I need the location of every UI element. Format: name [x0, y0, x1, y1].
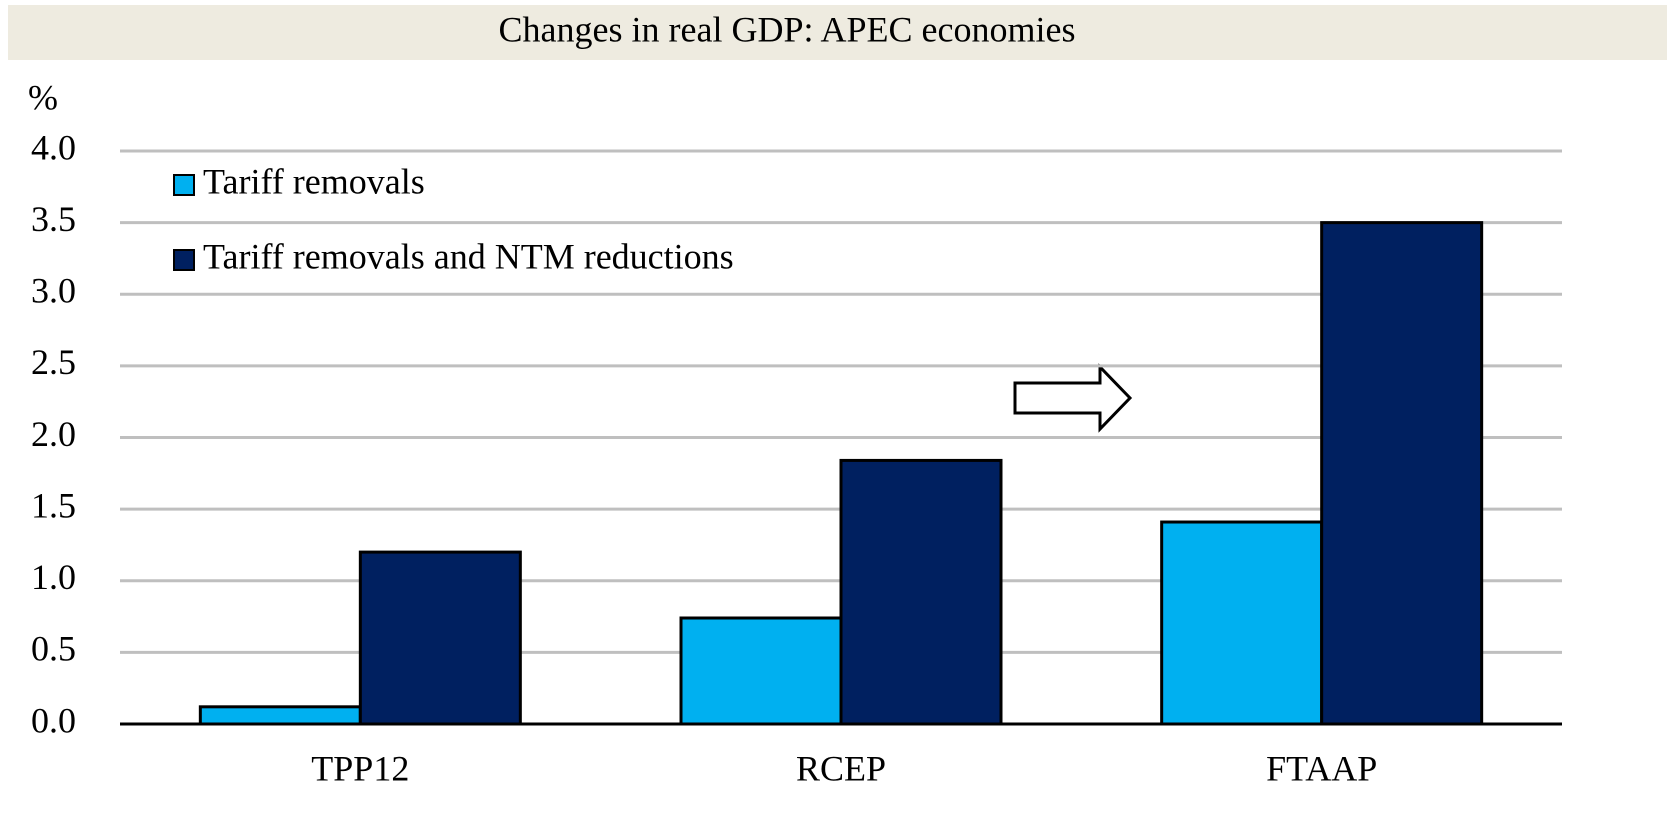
y-tick-label: 2.5 [31, 342, 76, 382]
y-tick-label: 2.0 [31, 414, 76, 454]
y-tick-label: 0.0 [31, 700, 76, 740]
bar [1160, 520, 1324, 726]
title-banner [8, 5, 1667, 60]
legend-swatch [173, 249, 195, 271]
y-tick-label: 3.0 [31, 271, 76, 311]
arrow [1013, 363, 1133, 433]
bar [839, 458, 1003, 726]
legend-label: Tariff removals and NTM reductions [203, 236, 734, 276]
legend-swatch [173, 174, 195, 196]
chart-title: Changes in real GDP: APEC economies [499, 9, 1076, 49]
bar [679, 616, 843, 726]
legend-label: Tariff removals [203, 161, 425, 201]
x-tick-label: FTAAP [1266, 748, 1377, 788]
y-tick-label: 1.5 [31, 485, 76, 525]
y-tick-label: 0.5 [31, 629, 76, 669]
bar [358, 550, 522, 726]
y-tick-label: 1.0 [31, 557, 76, 597]
x-tick-label: RCEP [796, 748, 886, 788]
y-tick-label: 4.0 [31, 127, 76, 167]
y-axis-label: % [28, 77, 58, 117]
y-tick-label: 3.5 [31, 199, 76, 239]
bar [198, 705, 362, 726]
bar [1320, 221, 1484, 726]
x-tick-label: TPP12 [311, 748, 409, 788]
